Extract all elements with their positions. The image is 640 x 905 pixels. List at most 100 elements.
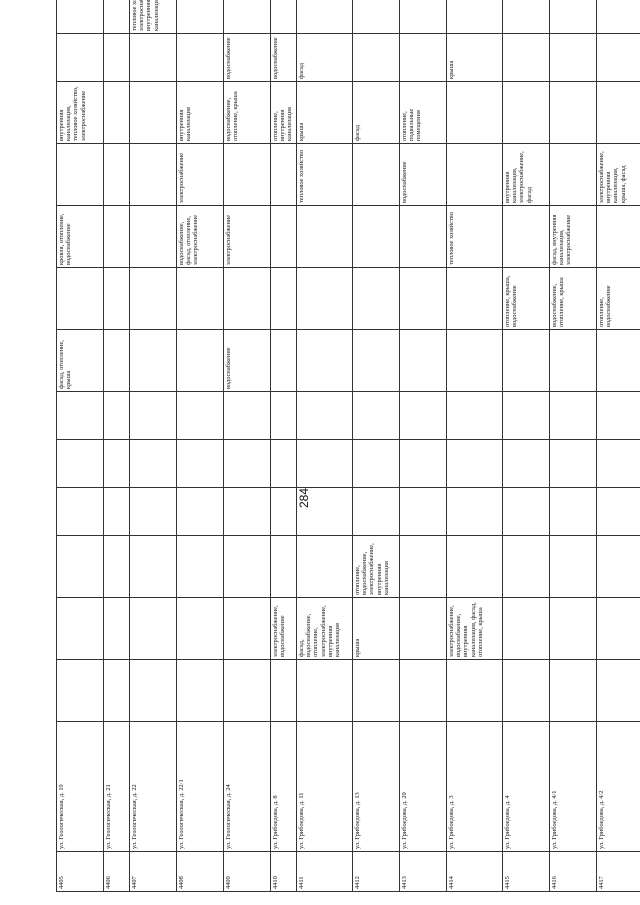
works-cell: [270, 0, 297, 34]
works-cell: [223, 143, 271, 206]
works-cell: [502, 597, 550, 660]
works-cell: [502, 659, 550, 722]
row-number-cell: 4412: [352, 851, 400, 892]
row-number-cell: 4417: [596, 851, 640, 892]
works-cell: [549, 143, 597, 206]
works-cell: [352, 329, 400, 392]
address-cell: ул. Грибоедова, д. 4/2: [596, 721, 640, 852]
works-cell: фасад, отопление, крыша: [56, 329, 104, 392]
works-cell: [596, 329, 640, 392]
works-cell: [103, 597, 130, 660]
works-cell: [223, 659, 271, 722]
works-cell: [223, 597, 271, 660]
works-cell: [596, 81, 640, 144]
works-cell: [596, 439, 640, 488]
works-cell: тепловое хозяйство: [446, 205, 503, 268]
table-row: 4411 ул. Грибоедова, д. 11 фасад, водоснаб…: [296, 0, 353, 892]
works-cell: [129, 33, 177, 82]
works-cell: [129, 391, 177, 440]
works-cell: фасад: [296, 33, 353, 82]
works-cell: [270, 391, 297, 440]
works-cell: [176, 0, 224, 34]
row-number-cell: 4414: [446, 851, 503, 892]
works-cell: [596, 597, 640, 660]
address-cell: ул. Грибоедова, д. 4: [502, 721, 550, 852]
works-cell: отопление, водоснабжение, электроснабжен…: [352, 535, 400, 598]
address-cell: ул. Грибоедова, д. 13: [352, 721, 400, 852]
table-row: 4412 ул. Грибоедова, д. 13 крыша отопление,…: [352, 0, 400, 892]
address-cell: ул. Грибоедова, д. 8: [270, 721, 297, 852]
works-cell: [549, 81, 597, 144]
works-cell: [596, 33, 640, 82]
row-number-cell: 4407: [129, 851, 177, 892]
works-cell: водоснабжение: [399, 143, 447, 206]
works-cell: [502, 487, 550, 536]
works-cell: [446, 487, 503, 536]
works-cell: [129, 143, 177, 206]
works-cell: крыша: [296, 81, 353, 144]
works-cell: [596, 391, 640, 440]
works-cell: отопление, подвальные помещения: [399, 81, 447, 144]
works-cell: [446, 391, 503, 440]
works-cell: электроснабжение: [176, 143, 224, 206]
works-cell: [56, 0, 104, 34]
works-cell: водоснабжение, фасад, отопление, электро…: [176, 205, 224, 268]
works-cell: [502, 329, 550, 392]
works-cell: [270, 487, 297, 536]
row-number-cell: 4405: [56, 851, 104, 892]
table-row: 4416 ул. Грибоедова, д. 4/1 водоснабжение,…: [549, 0, 597, 892]
works-cell: [596, 535, 640, 598]
table-row: 4415 ул. Грибоедова, д. 4 отопление, крыша…: [502, 0, 550, 892]
table-row: 4417 ул. Грибоедова, д. 4/2 отопление, вод…: [596, 0, 640, 892]
works-cell: [352, 0, 400, 34]
works-cell: [103, 329, 130, 392]
works-cell: [352, 391, 400, 440]
works-cell: [352, 205, 400, 268]
works-cell: [549, 659, 597, 722]
works-cell: [399, 487, 447, 536]
works-cell: электроснабжение, водоснабжение, внутрен…: [446, 597, 503, 660]
works-cell: крыша: [352, 597, 400, 660]
works-cell: [502, 205, 550, 268]
works-cell: [270, 205, 297, 268]
works-cell: [596, 659, 640, 722]
works-cell: [352, 267, 400, 330]
address-cell: ул. Геологическая, д. 21: [103, 721, 130, 852]
works-cell: [129, 535, 177, 598]
works-cell: [549, 439, 597, 488]
works-cell: [103, 0, 130, 34]
works-cell: [399, 0, 447, 34]
works-cell: [596, 205, 640, 268]
works-cell: [103, 205, 130, 268]
works-cell: [56, 659, 104, 722]
works-cell: [502, 33, 550, 82]
address-cell: ул. Грибоедова, д. 11: [296, 721, 353, 852]
works-cell: [56, 597, 104, 660]
works-cell: [103, 439, 130, 488]
works-cell: [399, 535, 447, 598]
works-cell: [296, 267, 353, 330]
works-cell: [502, 391, 550, 440]
works-cell: [176, 659, 224, 722]
row-number-cell: 4413: [399, 851, 447, 892]
works-cell: [296, 487, 353, 536]
works-cell: [399, 391, 447, 440]
works-cell: [176, 597, 224, 660]
works-cell: [399, 205, 447, 268]
works-cell: крыша: [446, 33, 503, 82]
works-cell: [296, 535, 353, 598]
works-cell: [56, 267, 104, 330]
works-cell: [223, 0, 271, 34]
address-cell: ул. Грибоедова, д. 20: [399, 721, 447, 852]
works-cell: [352, 33, 400, 82]
address-cell: ул. Геологическая, д. 22/1: [176, 721, 224, 852]
works-cell: [296, 0, 353, 34]
works-cell: [352, 143, 400, 206]
table-row: 4408 ул. Геологическая, д. 22/1 водоснабже…: [176, 0, 224, 892]
works-cell: тепловое хозяйство: [296, 143, 353, 206]
table-row: 4409 ул. Геологическая, д. 24 водоснабжени…: [223, 0, 271, 892]
works-cell: кровля, отопление, водоснабжение: [56, 205, 104, 268]
table-row: 4405 ул. Геологическая, д. 19 фасад, отопл…: [56, 0, 104, 892]
works-cell: [296, 391, 353, 440]
row-number-cell: 4416: [549, 851, 597, 892]
